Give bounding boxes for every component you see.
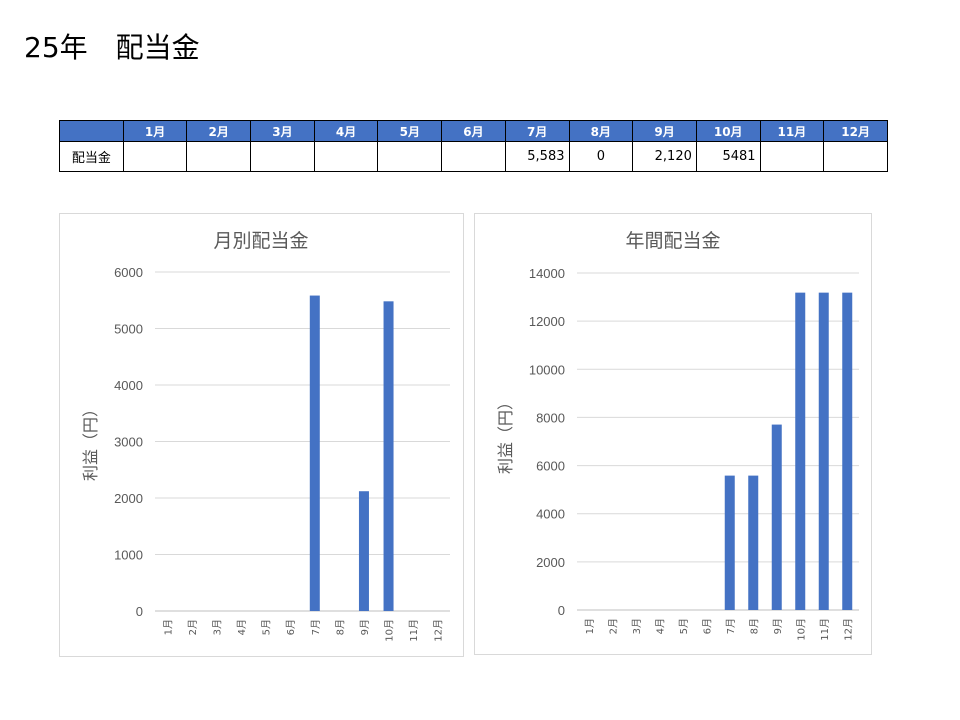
y-tick-label: 6000 — [536, 459, 565, 474]
y-tick-label: 2000 — [536, 555, 565, 570]
x-tick-label: 9月 — [359, 619, 371, 635]
table-cell: 2,120 — [632, 141, 697, 172]
table-cell — [313, 141, 379, 172]
bar-7 — [309, 295, 320, 611]
y-tick-label: 0 — [558, 603, 565, 618]
table-cell: 5,583 — [504, 141, 570, 172]
y-tick-label: 12000 — [529, 314, 565, 329]
table-header-cell — [59, 120, 124, 142]
bar-9 — [771, 424, 782, 610]
table-header-row: 1月 2月 3月 4月 5月 6月 7月 8月 9月 10月 11月 12月 — [59, 120, 888, 142]
y-tick-label: 2000 — [114, 491, 143, 506]
x-tick-label: 10月 — [795, 618, 807, 641]
monthly-dividend-chart: 月別配当金 利益（円） 0 1000 2000 3000 4000 5000 6000 1月 2… — [59, 213, 464, 657]
table-header-cell: 2月 — [186, 120, 252, 142]
x-tick-label: 6月 — [285, 619, 297, 635]
x-tick-label: 12月 — [433, 619, 445, 642]
x-tick-label: 1月 — [584, 618, 596, 634]
table-cell — [186, 141, 252, 172]
y-tick-label: 3000 — [114, 435, 143, 450]
table-header-cell: 11月 — [759, 120, 825, 142]
x-tick-label: 11月 — [819, 618, 831, 641]
table-row: 配当金 5,583 0 2,120 5481 — [59, 141, 888, 172]
x-tick-label: 8月 — [748, 618, 760, 634]
table-header-cell: 1月 — [122, 120, 188, 142]
bar-10 — [383, 301, 394, 611]
y-tick-label: 4000 — [114, 378, 143, 393]
x-tick-label: 2月 — [187, 619, 199, 635]
x-tick-label: 6月 — [701, 618, 713, 634]
table-cell — [823, 141, 888, 172]
annual-dividend-chart: 年間配当金 利益（円） 0 2000 4000 6000 8000 10000 12000 1… — [474, 213, 872, 655]
x-tick-label: 5月 — [678, 618, 690, 634]
dividend-table: 1月 2月 3月 4月 5月 6月 7月 8月 9月 10月 11月 12月 配… — [59, 120, 888, 172]
chart-title: 年間配当金 — [625, 230, 720, 252]
x-tick-label: 4月 — [236, 619, 248, 635]
monthly-dividend-chart-svg: 月別配当金 利益（円） 0 1000 2000 3000 4000 5000 6000 1月 2… — [81, 230, 450, 642]
page-title: 25年 配当金 — [24, 31, 200, 64]
y-tick-label: 1000 — [114, 548, 143, 563]
bar-9 — [358, 491, 369, 611]
x-tick-label: 2月 — [607, 618, 619, 634]
chart-title: 月別配当金 — [213, 230, 308, 252]
x-tick-label: 5月 — [261, 619, 273, 635]
x-tick-label: 3月 — [631, 618, 643, 634]
y-tick-label: 0 — [136, 604, 143, 619]
y-tick-label: 10000 — [529, 362, 565, 377]
y-axis-label: 利益（円） — [81, 401, 100, 481]
table-header-cell: 8月 — [568, 120, 634, 142]
y-tick-label: 4000 — [536, 507, 565, 522]
table-header-cell: 7月 — [504, 120, 570, 142]
table-cell — [250, 141, 315, 172]
table-cell: 0 — [568, 141, 634, 172]
table-cell — [441, 141, 506, 172]
x-tick-label: 9月 — [772, 618, 784, 634]
y-tick-label: 14000 — [529, 266, 565, 281]
table-header-cell: 4月 — [313, 120, 379, 142]
table-header-cell: 10月 — [695, 120, 761, 142]
x-tick-label: 3月 — [211, 619, 223, 635]
y-axis-label: 利益（円） — [496, 394, 515, 474]
bar-8 — [748, 475, 759, 610]
table-header-cell: 5月 — [377, 120, 443, 142]
table-header-cell: 12月 — [823, 120, 888, 142]
table-header-cell: 9月 — [632, 120, 697, 142]
bar-10 — [795, 292, 806, 610]
y-tick-label: 5000 — [114, 322, 143, 337]
x-tick-label: 10月 — [384, 619, 396, 642]
annual-dividend-chart-svg: 年間配当金 利益（円） 0 2000 4000 6000 8000 10000 12000 1… — [496, 230, 859, 641]
table-header-cell: 6月 — [441, 120, 506, 142]
y-tick-label: 8000 — [536, 410, 565, 425]
x-tick-label: 4月 — [654, 618, 666, 634]
x-tick-label: 8月 — [334, 619, 346, 635]
table-header-cell: 3月 — [250, 120, 315, 142]
table-cell: 5481 — [695, 141, 761, 172]
table-row-label: 配当金 — [59, 141, 124, 172]
bar-11 — [818, 292, 829, 610]
x-tick-label: 11月 — [408, 619, 420, 642]
table-cell — [122, 141, 188, 172]
y-tick-label: 6000 — [114, 265, 143, 280]
x-tick-label: 7月 — [310, 619, 322, 635]
bar-12 — [842, 292, 853, 610]
x-tick-label: 12月 — [842, 618, 854, 641]
x-tick-label: 7月 — [725, 618, 737, 634]
table-cell — [759, 141, 825, 172]
table-cell — [377, 141, 443, 172]
x-tick-label: 1月 — [162, 619, 174, 635]
bar-7 — [724, 475, 735, 610]
